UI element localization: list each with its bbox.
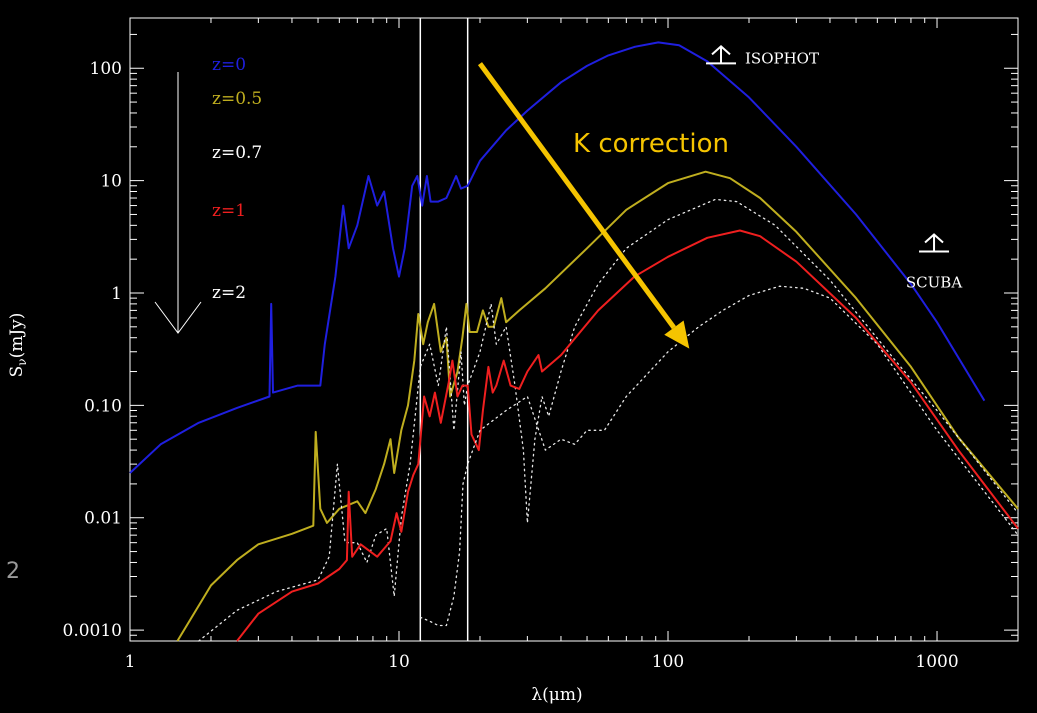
series-group [129, 41, 1019, 642]
series-line-z-1 [236, 229, 1019, 642]
x-tick-label: 10 [388, 652, 410, 672]
y-axis-label-units: (mJy) [7, 313, 27, 359]
y-tick-label: 1 [111, 284, 122, 304]
annotations-group: K correction ISOPHOT SCUBA [477, 45, 962, 349]
y-tick-label: 100 [90, 59, 122, 79]
legend-label: z=0.5 [212, 89, 262, 109]
svg-text:Sν(mJy): Sν(mJy) [7, 313, 29, 378]
series-line-z-2 [419, 285, 1019, 627]
y-tick-label: 10 [100, 172, 122, 192]
scuba-label: SCUBA [906, 274, 962, 292]
y-tick-label: 0.10 [84, 396, 122, 416]
y-axis-label: Sν(mJy) [7, 313, 29, 378]
plot-frame [129, 17, 1019, 642]
isophot-limit-icon [706, 45, 737, 65]
k-correction-arrow-shaft [477, 62, 676, 330]
k-correction-arrow-head [664, 320, 690, 349]
legend-group: z=0 z=0.5 z=0.7 z=1 z=2 [154, 55, 262, 334]
x-tick-label: 1000 [915, 652, 958, 672]
x-tick-label: 100 [652, 652, 684, 672]
y-tick-label: 0.01 [84, 509, 122, 529]
legend-arrow-head [154, 301, 202, 334]
k-correction-label: K correction [573, 129, 729, 159]
axes-group: 1 10 100 1000 100 10 1 0.10 0.01 0.0010 [63, 17, 1019, 672]
legend-label: z=0.7 [212, 143, 262, 163]
legend-label: z=1 [212, 201, 246, 221]
x-tick-label: 1 [125, 652, 136, 672]
x-axis-label: λ(μm) [531, 685, 582, 705]
y-tick-label: 0.0010 [63, 621, 122, 641]
series-line-z-0-5 [176, 170, 1019, 642]
y-axis-label-sub: ν [15, 358, 29, 365]
isophot-label: ISOPHOT [745, 49, 819, 67]
y-axis-label-main: S [7, 366, 27, 378]
scuba-limit-icon [919, 233, 950, 253]
legend-label: z=0 [212, 55, 246, 75]
stray-slide-text: 2 [6, 559, 20, 584]
legend-label: z=2 [212, 283, 246, 303]
series-line-z-0 [129, 41, 986, 474]
